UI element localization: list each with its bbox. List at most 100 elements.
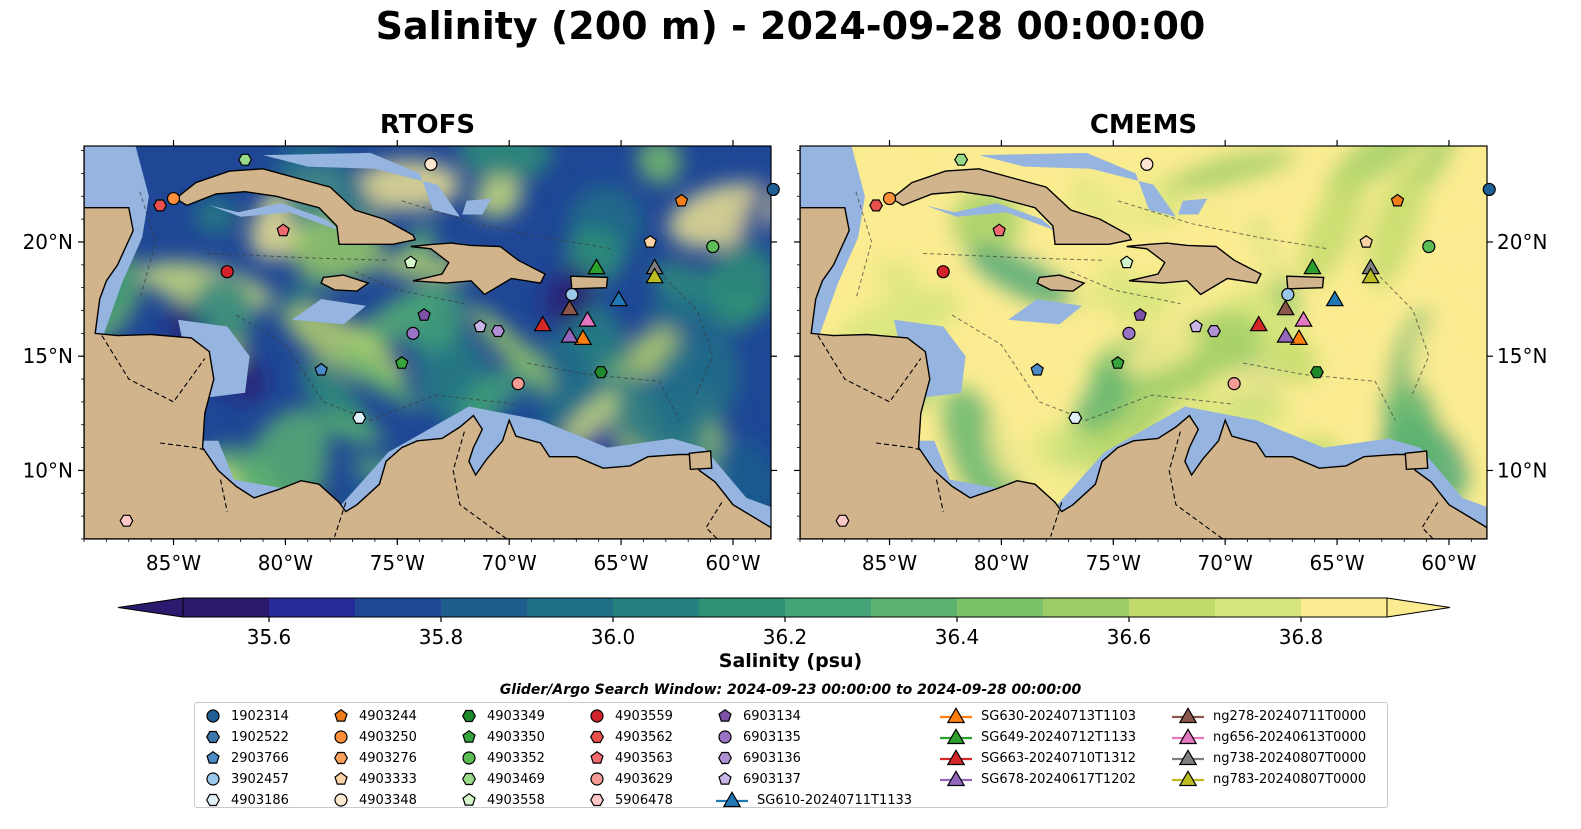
marker-4903350 [395, 356, 409, 369]
colorbar-bin [613, 598, 700, 617]
country-boundary [817, 335, 922, 403]
legend-label: 3902457 [231, 771, 289, 787]
salinity-patch [1396, 227, 1485, 269]
land-cuba [174, 168, 417, 246]
map-frame [799, 145, 1488, 540]
shelf-shading [292, 299, 366, 325]
legend-symbol [462, 792, 476, 806]
lon-tick-label: 65°W [593, 551, 648, 575]
legend-symbol [946, 749, 966, 766]
lon-tick-label: 85°W [862, 551, 917, 575]
marker-sg649-20240712t1133 [587, 258, 606, 275]
legend-item: 4903562 [587, 727, 673, 747]
marker-1902314 [766, 182, 780, 197]
marker-6903136 [491, 325, 505, 338]
legend-label: ng783-20240807T0000 [1213, 771, 1367, 787]
shelf-shading [979, 152, 1176, 217]
salinity-patch [1265, 337, 1321, 384]
marker-4903469 [954, 153, 969, 166]
marker-sg678-20240617t1202 [560, 326, 579, 343]
legend-symbol [590, 730, 604, 744]
legend-item: 1902522 [203, 727, 289, 747]
legend: 1902314 1902522 2903766 3902457 4903186 49032… [194, 702, 1388, 808]
legend-marker-circle [718, 730, 732, 744]
legend-item: 6903135 [715, 727, 801, 747]
land-na [84, 146, 771, 539]
marker-4903562 [869, 199, 884, 212]
legend-item: 4903349 [459, 706, 545, 726]
legend-symbol [718, 751, 732, 765]
legend-symbol [1178, 749, 1198, 766]
legend-label: 6903135 [743, 729, 801, 745]
legend-item: 4903559 [587, 706, 673, 726]
legend-label: 4903348 [359, 792, 417, 808]
platform-markers [835, 153, 1496, 527]
marker-sg610-20240711t1133 [1325, 290, 1345, 307]
legend-label: 4903244 [359, 708, 417, 724]
marker-4903244 [1390, 193, 1405, 207]
figure-title: Salinity (200 m) - 2024-09-28 00:00:00 [375, 4, 1206, 48]
salinity-patch [637, 146, 682, 185]
panel-title-rtofs: RTOFS [379, 110, 476, 140]
lat-tick-label: 10°N [1497, 458, 1547, 482]
legend-marker-pentagon [206, 750, 220, 764]
lat-tick-label: 20°N [1497, 230, 1547, 254]
colorbar-tick-label: 35.6 [247, 625, 292, 649]
legend-label: SG649-20240712T1133 [981, 729, 1137, 745]
legend-item: SG630-20240713T1103 [939, 706, 1136, 726]
land-na [800, 146, 1487, 539]
legend-label: SG678-20240617T1202 [981, 771, 1137, 787]
legend-symbol [462, 729, 476, 743]
legend-symbol [334, 751, 348, 765]
lon-tick-label: 60°W [705, 551, 760, 575]
legend-marker-pentagon [718, 708, 732, 722]
legend-label: 4903469 [487, 771, 545, 787]
legend-symbol [206, 750, 220, 764]
colorbar-tick-label: 36.8 [1279, 625, 1324, 649]
legend-marker-pentagon [590, 750, 604, 764]
country-boundary [1421, 502, 1439, 539]
country-boundary [876, 442, 921, 451]
legend-marker-circle [334, 730, 348, 744]
legend-item: 4903352 [459, 748, 545, 768]
legend-item: 4903250 [331, 727, 417, 747]
isobath-1000 [1243, 362, 1396, 421]
marker-3902457 [565, 287, 579, 302]
legend-symbol [334, 708, 348, 722]
isobath-1000 [139, 191, 157, 300]
lon-tick-label: 70°W [482, 551, 537, 575]
salinity-patch [708, 244, 771, 316]
legend-label: SG610-20240711T1133 [757, 792, 913, 808]
legend-label: 5906478 [615, 792, 673, 808]
legend-marker-pentagon [462, 792, 476, 806]
legend-marker-hexagon [334, 751, 348, 765]
colorbar-bin [527, 598, 614, 617]
legend-item: 4903333 [331, 769, 417, 789]
salinity-patch [320, 414, 385, 445]
salinity-patch [194, 197, 236, 235]
marker-sg663-20240710t1312 [533, 315, 552, 332]
land-hisp [1126, 242, 1262, 296]
isobath-1000 [951, 314, 1235, 421]
marker-sg610-20240711t1133 [609, 290, 629, 307]
legend-label: 4903186 [231, 792, 289, 808]
salinity-patch [1350, 332, 1391, 393]
marker-4903250 [166, 191, 181, 206]
panel-title-cmems: CMEMS [1089, 110, 1198, 140]
legend-item: SG610-20240711T1133 [715, 790, 912, 810]
marker-4903629 [511, 377, 525, 391]
legend-marker-hexagon [718, 751, 732, 765]
marker-4903349 [1309, 366, 1324, 379]
legend-marker-hexagon [590, 730, 604, 744]
salinity-patch [469, 305, 555, 391]
legend-symbol [206, 793, 220, 807]
map-panel-cmems [800, 146, 1487, 539]
lon-tick-label: 80°W [258, 551, 313, 575]
isobath-1000 [1070, 271, 1181, 305]
marker-6903134 [1133, 308, 1147, 321]
lat-tick-label: 10°N [23, 458, 73, 482]
shelf-shading [462, 198, 492, 215]
map-figure: 85°W 80°W 75°W 70°W 65°W 60°W 20°N 15°N 10°N 85°W… [23, 140, 1547, 649]
marker-3902457 [1281, 287, 1295, 302]
isobath-1000 [235, 314, 519, 421]
